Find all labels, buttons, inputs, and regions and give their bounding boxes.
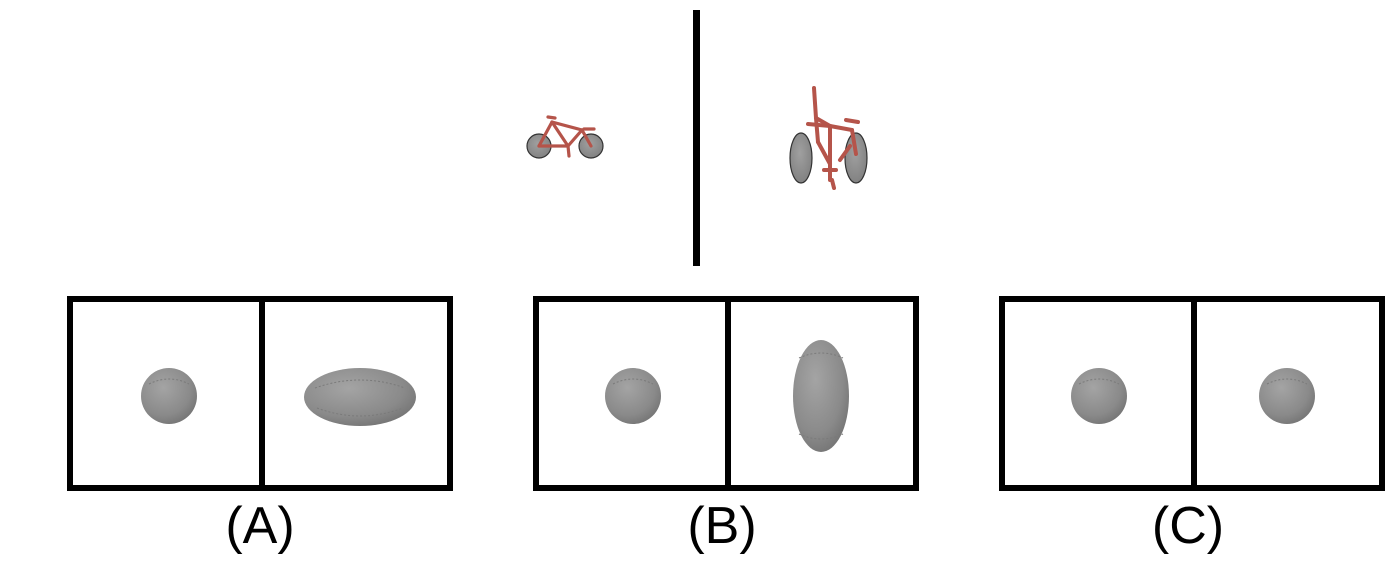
option-a-divider xyxy=(259,302,265,485)
sphere-icon xyxy=(1071,368,1127,424)
option-a-left-cell xyxy=(73,302,259,485)
vertical-ellipsoid-icon xyxy=(793,340,849,452)
option-a-label: (A) xyxy=(225,497,295,555)
option-c-panel[interactable] xyxy=(999,296,1385,491)
option-b-label: (B) xyxy=(687,497,757,555)
option-c-label: (C) xyxy=(1151,497,1225,555)
sphere-icon xyxy=(1259,368,1315,424)
option-b-panel[interactable] xyxy=(533,296,919,491)
option-b-divider xyxy=(725,302,731,485)
comparison-divider xyxy=(693,10,700,266)
horizontal-ellipsoid-icon xyxy=(304,368,416,426)
sphere-icon xyxy=(605,368,661,424)
option-c-left-cell xyxy=(1005,302,1191,485)
option-b-right-cell xyxy=(731,302,913,485)
option-a-right-cell xyxy=(265,302,447,485)
option-c-divider xyxy=(1191,302,1197,485)
option-b-left-cell xyxy=(539,302,725,485)
option-c-right-cell xyxy=(1197,302,1379,485)
option-a-panel[interactable] xyxy=(67,296,453,491)
sphere-icon xyxy=(141,368,197,424)
bicycle-right-image xyxy=(786,84,872,190)
bicycle-left-image xyxy=(522,108,608,166)
